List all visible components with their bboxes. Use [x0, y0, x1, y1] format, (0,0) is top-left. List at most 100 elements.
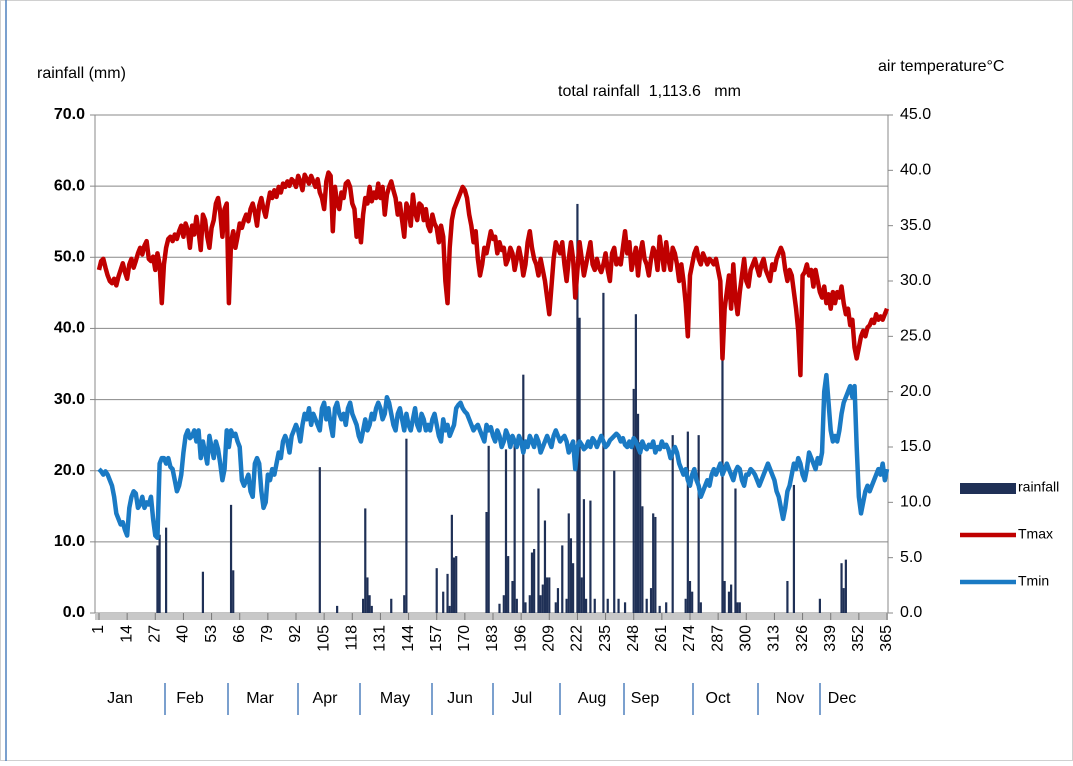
rainfall-bar: [571, 563, 575, 613]
rainfall-bar: [487, 445, 490, 613]
rainfall-bar: [522, 374, 525, 613]
month-label: Oct: [706, 690, 731, 707]
rainfall-bar: [565, 598, 568, 613]
rainfall-bar: [593, 598, 596, 613]
line-tmax: [96, 170, 890, 378]
x-tick-label: 53: [203, 625, 220, 643]
rainfall-bar: [390, 598, 393, 613]
rainfall-bar: [504, 449, 508, 613]
rainfall-bar: [530, 552, 534, 613]
rainfall-bar: [818, 598, 821, 613]
y-tick-label: 50.0: [54, 249, 85, 266]
legend-label: Tmin: [1018, 573, 1049, 589]
x-tick-label: 92: [287, 625, 304, 643]
y-tick-label: 0.0: [63, 604, 85, 621]
rainfall-bar: [684, 598, 687, 613]
month-label: May: [380, 690, 410, 707]
rainfall-bar: [548, 577, 551, 613]
x-tick-label: 209: [541, 625, 558, 652]
rainfall-bar: [513, 442, 516, 613]
rainfall-bar: [435, 568, 438, 613]
rainfall-bar: [665, 602, 668, 613]
rainfall-bar: [688, 580, 692, 613]
rainfall-bar: [699, 602, 702, 613]
x-tick-label: 183: [484, 625, 501, 652]
rainfall-bar: [584, 598, 588, 613]
rainfall-bar: [498, 603, 501, 613]
line-tmin: [97, 372, 890, 540]
x-tick-label: 274: [681, 625, 698, 652]
y-tick-label: 60.0: [54, 177, 85, 194]
rainfall-bar: [623, 602, 627, 613]
y2-tick-label: 0.0: [900, 604, 922, 621]
rainfall-bar: [442, 591, 445, 613]
y2-tick-label: 10.0: [900, 494, 931, 511]
x-tick-label: 40: [175, 625, 192, 643]
rainfall-bar: [528, 595, 531, 613]
rainfall-bar: [507, 556, 510, 613]
rainfall-bar: [546, 577, 549, 613]
rainfall-bar: [652, 513, 655, 613]
legend-swatch: [960, 483, 1016, 494]
rainfall-bar: [639, 442, 642, 613]
month-label: Jun: [447, 690, 473, 707]
rainfall-bar: [645, 598, 648, 613]
rainfall-bar: [515, 598, 518, 613]
rainfall-bar: [511, 580, 514, 613]
rainfall-bar: [730, 584, 733, 613]
y-tick-label: 30.0: [54, 391, 85, 408]
rainfall-bar: [792, 484, 796, 613]
rainfall-bar: [606, 598, 609, 613]
rainfall-bar: [229, 504, 233, 613]
legend-label: rainfall: [1018, 479, 1059, 495]
y2-tick-label: 15.0: [900, 438, 931, 455]
rainfall-bar: [502, 595, 505, 613]
y2-tick-label: 40.0: [900, 162, 931, 179]
rainfall-bar: [318, 467, 321, 613]
x-tick-label: 235: [597, 625, 614, 652]
x-tick-label: 1: [90, 625, 107, 634]
legend-label: Tmax: [1018, 526, 1053, 542]
y-tick-label: 40.0: [54, 320, 85, 337]
rainfall-bar: [362, 598, 365, 613]
y2-tick-label: 20.0: [900, 383, 931, 400]
x-tick-label: 261: [653, 625, 670, 652]
x-tick-label: 170: [456, 625, 473, 652]
rainfall-bar: [842, 588, 845, 613]
x-tick-label: 222: [569, 625, 586, 652]
rainfall-bar: [158, 534, 161, 613]
rainfall-bar: [201, 571, 205, 613]
rainfall-bar: [569, 538, 573, 613]
y2-tick-label: 35.0: [900, 217, 931, 234]
rainfall-bar: [156, 545, 159, 613]
month-label: Nov: [776, 690, 804, 707]
x-tick-label: 287: [709, 625, 726, 652]
x-tick-label: 131: [372, 625, 389, 652]
x-tick-label: 79: [259, 625, 276, 643]
rainfall-bar: [455, 556, 458, 613]
month-label: Jul: [512, 690, 532, 707]
rainfall-bar: [649, 588, 653, 613]
x-tick-label: 144: [400, 625, 417, 652]
rainfall-bar: [543, 520, 547, 613]
y-axis-label: rainfall (mm): [37, 65, 126, 82]
rainfall-bar: [485, 511, 488, 613]
x-tick-label: 300: [738, 625, 755, 652]
rainfall-bar: [641, 506, 644, 613]
rainfall-bar: [366, 577, 369, 613]
month-label: Sep: [631, 690, 660, 707]
rainfall-bar: [524, 602, 527, 613]
rainfall-bar: [368, 595, 371, 613]
rainfall-bar: [232, 570, 235, 613]
rainfall-bar: [582, 499, 586, 613]
rainfall-bar: [691, 591, 694, 613]
rainfall-bar: [671, 435, 674, 613]
rainfall-bar: [580, 577, 583, 613]
rainfall-bar: [448, 605, 451, 613]
rainfall-bar: [554, 602, 557, 613]
x-tick-label: 365: [878, 625, 895, 652]
x-axis-ticks-band: [95, 613, 888, 620]
x-tick-label: 157: [428, 625, 445, 652]
